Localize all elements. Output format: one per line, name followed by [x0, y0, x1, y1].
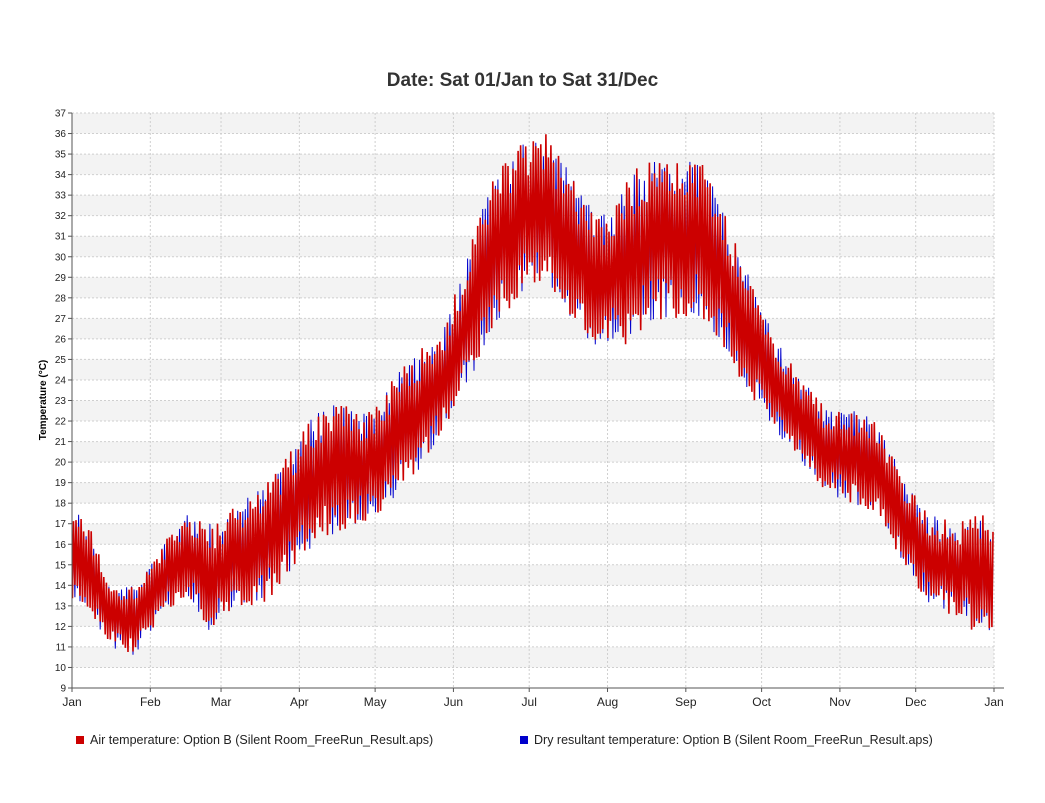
y-tick-label: 29 — [55, 273, 67, 284]
legend-dry-swatch — [520, 736, 528, 744]
chart-title: Date: Sat 01/Jan to Sat 31/Dec — [386, 70, 659, 91]
x-tick-label: Jan — [62, 695, 81, 709]
y-tick-label: 23 — [55, 396, 67, 407]
x-tick-label: Aug — [597, 695, 618, 709]
y-tick-label: 28 — [55, 293, 67, 304]
y-tick-label: 15 — [55, 560, 67, 571]
y-tick-label: 19 — [55, 478, 67, 489]
x-tick-label: Feb — [140, 695, 161, 709]
y-tick-label: 35 — [55, 150, 67, 161]
y-tick-label: 32 — [55, 211, 67, 222]
y-axis-label: Temperature (°C) — [38, 360, 49, 441]
y-tick-label: 33 — [55, 191, 67, 202]
y-tick-label: 31 — [55, 232, 67, 243]
x-tick-label: Jun — [444, 695, 463, 709]
legend-item-dry[interactable]: Dry resultant temperature: Option B (Sil… — [520, 733, 933, 747]
y-tick-label: 27 — [55, 314, 67, 325]
y-tick-label: 12 — [55, 622, 67, 633]
y-tick-label: 25 — [55, 355, 67, 366]
air-temperature-series — [71, 134, 994, 653]
y-tick-label: 11 — [56, 642, 67, 653]
air-temperature-line — [71, 134, 994, 653]
y-tick-label: 20 — [55, 458, 67, 469]
y-tick-label: 9 — [60, 684, 66, 695]
x-tick-label: Oct — [752, 695, 771, 709]
x-tick-label: Apr — [290, 695, 309, 709]
x-tick-label: May — [364, 695, 387, 709]
x-tick-label: Mar — [211, 695, 232, 709]
y-tick-label: 14 — [55, 581, 67, 592]
legend-item-air[interactable]: Air temperature: Option B (Silent Room_F… — [76, 733, 433, 747]
legend-dry-label: Dry resultant temperature: Option B (Sil… — [534, 733, 933, 747]
y-tick-label: 24 — [55, 375, 67, 386]
x-tick-label: Sep — [675, 695, 697, 709]
y-tick-label: 36 — [55, 129, 67, 140]
x-tick-label: Jul — [522, 695, 537, 709]
y-tick-label: 30 — [55, 252, 67, 263]
y-tick-label: 16 — [55, 540, 67, 551]
y-tick-label: 34 — [55, 170, 67, 181]
y-tick-label: 17 — [55, 519, 67, 530]
y-tick-label: 13 — [55, 601, 67, 612]
y-tick-label: 22 — [55, 417, 67, 428]
y-tick-label: 37 — [55, 109, 67, 120]
y-tick-label: 26 — [55, 334, 67, 345]
y-tick-label: 21 — [55, 437, 67, 448]
legend-air-swatch — [76, 736, 84, 744]
y-tick-label: 10 — [55, 663, 67, 674]
y-tick-label: 18 — [55, 499, 67, 510]
x-tick-label: Dec — [905, 695, 926, 709]
x-tick-label: Nov — [829, 695, 850, 709]
legend-air-label: Air temperature: Option B (Silent Room_F… — [90, 733, 434, 747]
x-tick-label: Jan — [984, 695, 1003, 709]
